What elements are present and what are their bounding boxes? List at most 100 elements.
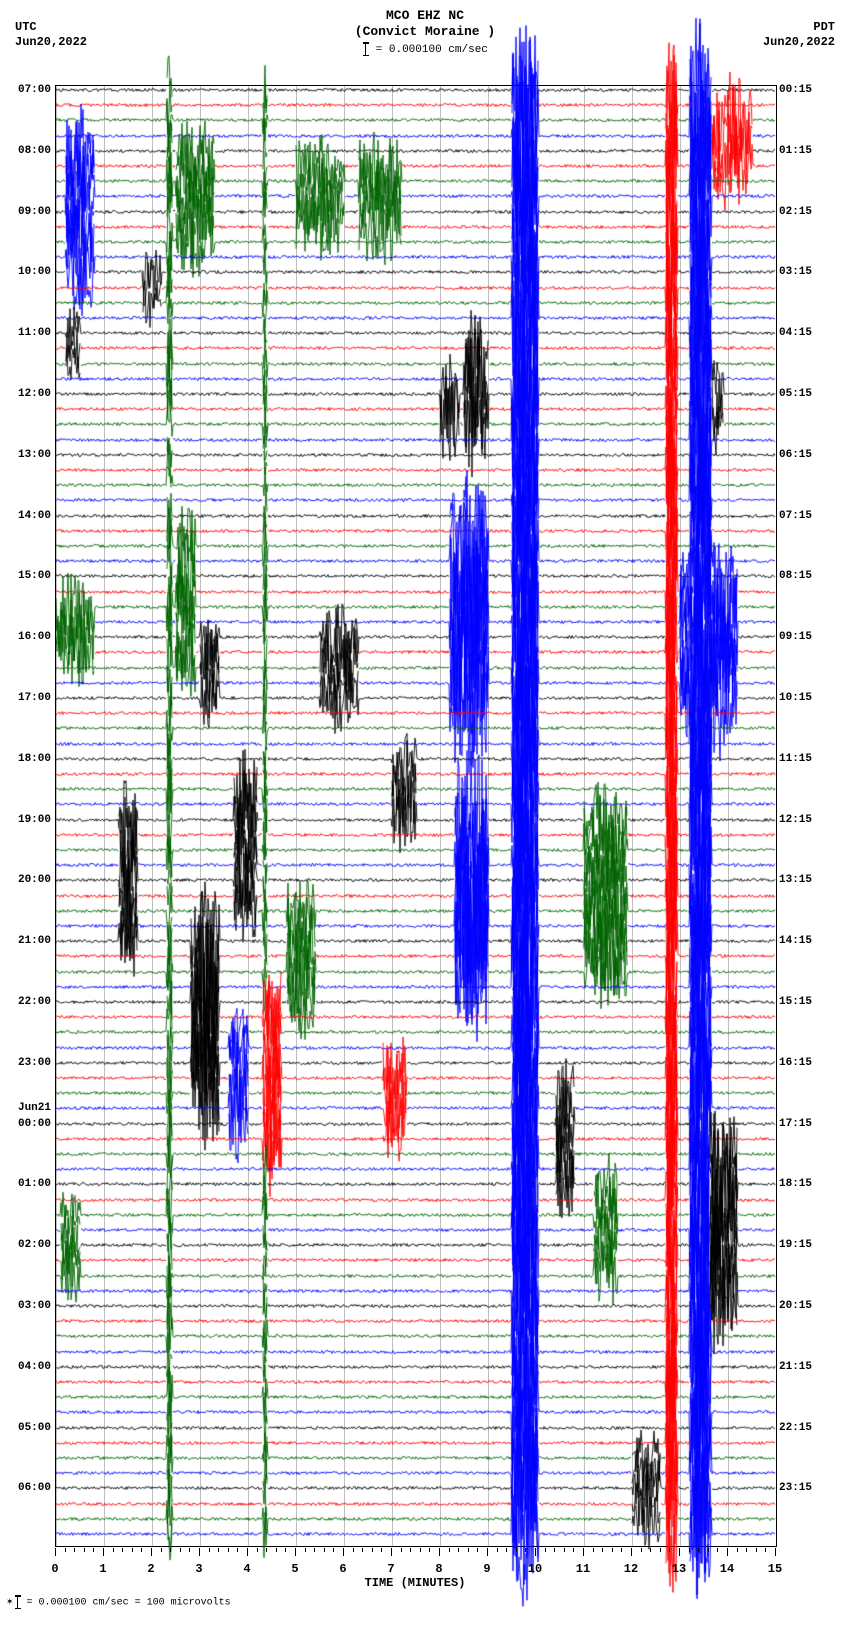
trace-row <box>56 1063 776 1064</box>
gridline-v <box>392 86 393 1546</box>
x-tick-minor <box>765 1548 766 1552</box>
x-tick-mark <box>247 1548 248 1556</box>
trace-row <box>56 804 776 805</box>
footnote-text: = 0.000100 cm/sec = 100 microvolts <box>21 1598 231 1609</box>
right-time-label: 21:15 <box>779 1361 824 1373</box>
trace-row <box>56 1291 776 1292</box>
trace-row <box>56 440 776 441</box>
trace-row <box>56 820 776 821</box>
x-tick-minor <box>506 1548 507 1552</box>
left-time-label: 09:00 <box>6 206 51 218</box>
left-time-label: 05:00 <box>6 1422 51 1434</box>
left-time-label: 04:00 <box>6 1361 51 1373</box>
trace-canvas <box>56 1282 776 1482</box>
x-tick-minor <box>746 1548 747 1552</box>
trace-canvas <box>56 1069 776 1269</box>
x-tick-minor <box>621 1548 622 1552</box>
right-time-label: 03:15 <box>779 266 824 278</box>
trace-canvas <box>56 340 776 540</box>
trace-canvas <box>56 188 776 388</box>
trace-row <box>56 987 776 988</box>
x-tick-minor <box>756 1548 757 1552</box>
trace-row <box>56 1397 776 1398</box>
trace-canvas <box>56 644 776 844</box>
x-tick-minor <box>257 1548 258 1552</box>
x-tick-label: 11 <box>576 1562 590 1576</box>
trace-row <box>56 941 776 942</box>
trace-row <box>56 561 776 562</box>
gridline-v <box>680 86 681 1546</box>
right-time-label: 12:15 <box>779 814 824 826</box>
trace-row <box>56 1488 776 1489</box>
x-tick-minor <box>669 1548 670 1552</box>
trace-row <box>56 1215 776 1216</box>
trace-canvas <box>56 400 776 600</box>
trace-canvas <box>56 1206 776 1406</box>
gridline-v <box>488 86 489 1546</box>
right-time-label: 18:15 <box>779 1178 824 1190</box>
scale-text: = 0.000100 cm/sec <box>369 44 488 56</box>
trace-canvas <box>56 1160 776 1360</box>
trace-row <box>56 1230 776 1231</box>
trace-canvas <box>56 157 776 357</box>
left-time-label: 16:00 <box>6 631 51 643</box>
trace-row <box>56 1260 776 1261</box>
gridline-v <box>152 86 153 1546</box>
trace-canvas <box>56 1039 776 1239</box>
x-tick-minor <box>545 1548 546 1552</box>
trace-row <box>56 622 776 623</box>
trace-canvas <box>56 142 776 342</box>
left-time-label: 18:00 <box>6 753 51 765</box>
trace-canvas <box>56 1358 776 1558</box>
gridline-v <box>440 86 441 1546</box>
utc-date: Jun20,2022 <box>15 35 87 49</box>
gridline-v <box>584 86 585 1546</box>
trace-row <box>56 1458 776 1459</box>
trace-canvas <box>56 796 776 996</box>
trace-row <box>56 592 776 593</box>
trace-row <box>56 1002 776 1003</box>
right-time-label: 06:15 <box>779 449 824 461</box>
right-time-label: 02:15 <box>779 206 824 218</box>
x-tick-minor <box>209 1548 210 1552</box>
right-time-label: 00:15 <box>779 84 824 96</box>
trace-row <box>56 637 776 638</box>
trace-row <box>56 759 776 760</box>
trace-row <box>56 1139 776 1140</box>
x-tick-label: 7 <box>387 1562 394 1576</box>
trace-canvas <box>56 127 776 327</box>
x-tick-minor <box>141 1548 142 1552</box>
trace-canvas <box>56 1343 776 1543</box>
x-tick-label: 8 <box>435 1562 442 1576</box>
x-tick-minor <box>74 1548 75 1552</box>
trace-canvas <box>56 172 776 372</box>
x-tick-mark <box>151 1548 152 1556</box>
gridline-v <box>728 86 729 1546</box>
x-tick-mark <box>727 1548 728 1556</box>
right-time-label: 01:15 <box>779 145 824 157</box>
trace-row <box>56 348 776 349</box>
trace-row <box>56 1048 776 1049</box>
trace-canvas <box>56 826 776 1026</box>
trace-canvas <box>56 872 776 1072</box>
trace-canvas <box>56 720 776 920</box>
trace-canvas <box>56 355 776 555</box>
x-tick-mark <box>535 1548 536 1556</box>
trace-canvas <box>56 492 776 692</box>
right-time-label: 07:15 <box>779 510 824 522</box>
trace-canvas <box>56 811 776 1011</box>
x-tick-mark <box>775 1548 776 1556</box>
trace-canvas <box>56 552 776 752</box>
right-time-label: 17:15 <box>779 1118 824 1130</box>
trace-row <box>56 181 776 182</box>
gridline-v <box>104 86 105 1546</box>
trace-canvas <box>56 385 776 585</box>
trace-canvas <box>56 294 776 494</box>
x-tick-minor <box>573 1548 574 1552</box>
trace-row <box>56 728 776 729</box>
x-tick-minor <box>602 1548 603 1552</box>
trace-canvas <box>56 780 776 980</box>
trace-row <box>56 227 776 228</box>
left-time-label: 21:00 <box>6 935 51 947</box>
trace-row <box>56 789 776 790</box>
